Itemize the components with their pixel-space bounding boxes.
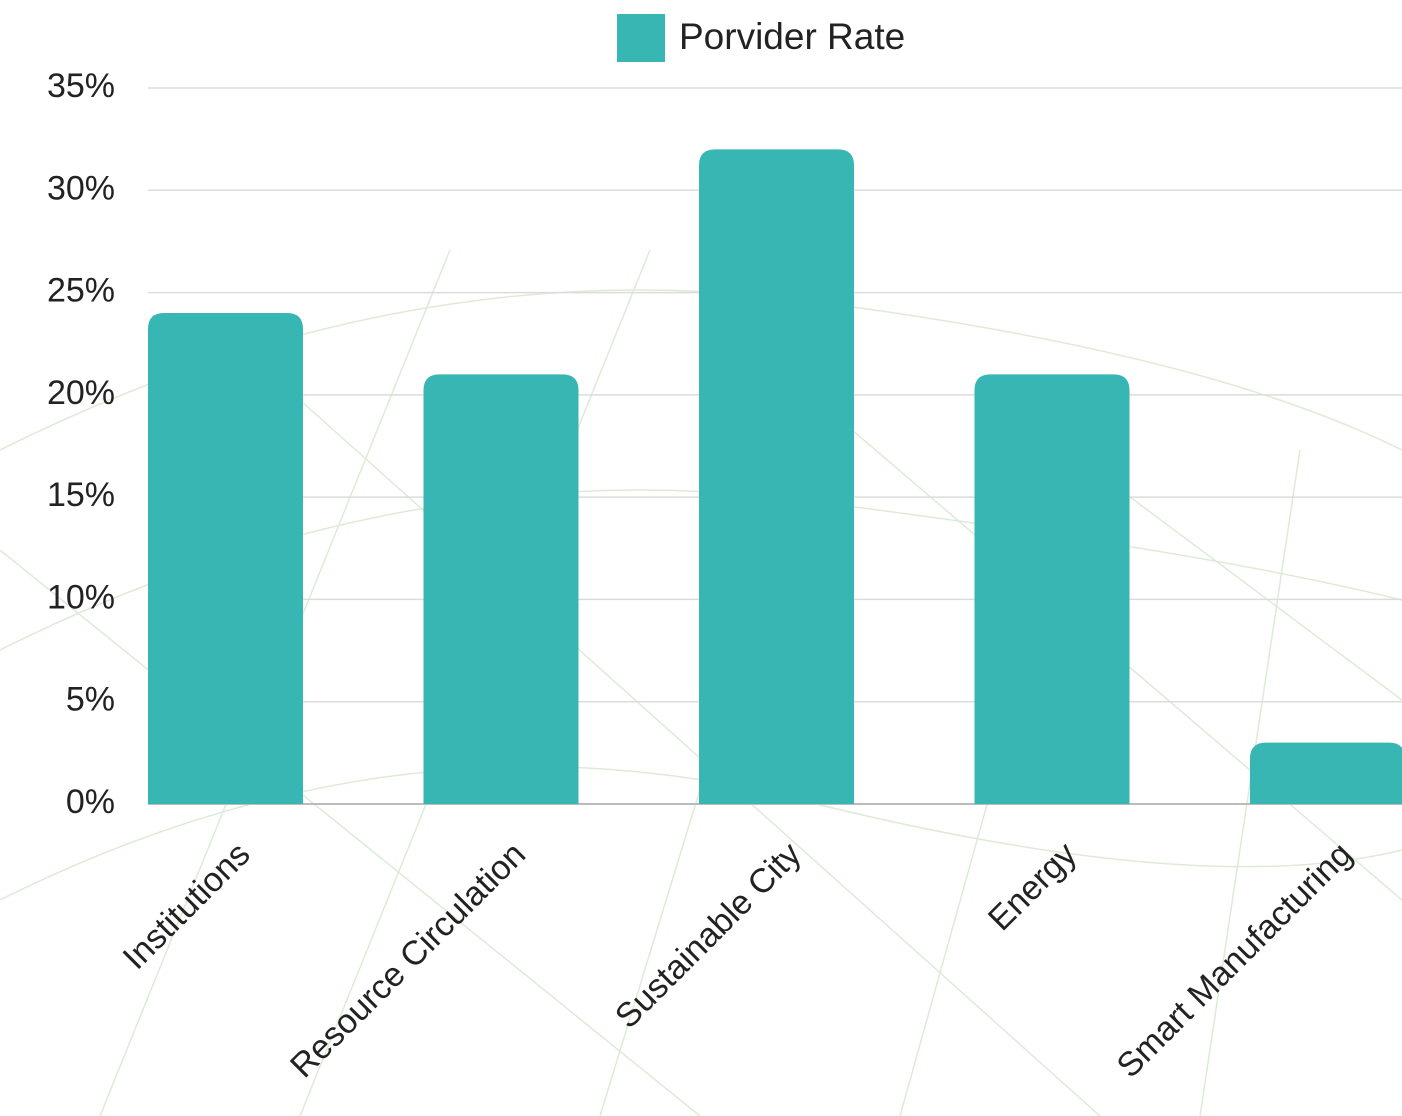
x-tick-label: Smart Manufacturing: [1109, 835, 1359, 1085]
y-tick-label: 20%: [47, 374, 115, 412]
x-tick-label: Energy: [981, 835, 1084, 938]
y-tick-label: 30%: [47, 169, 115, 207]
bar: [423, 374, 579, 804]
legend-swatch: [617, 14, 665, 62]
y-tick-label: 35%: [47, 67, 115, 105]
y-tick-label: 5%: [66, 681, 115, 719]
legend-label: Porvider Rate: [679, 16, 905, 57]
bar: [699, 149, 854, 804]
y-tick-label: 15%: [47, 476, 115, 514]
x-tick-label: Institutions: [116, 835, 258, 977]
x-tick-label: Sustainable City: [608, 835, 809, 1036]
y-tick-label: 0%: [66, 783, 115, 821]
y-tick-label: 25%: [47, 272, 115, 310]
x-tick-label: Resource Circulation: [283, 835, 533, 1085]
y-tick-label: 10%: [47, 578, 115, 616]
bar: [148, 313, 303, 804]
bar: [1250, 742, 1402, 804]
bar: [974, 374, 1130, 804]
